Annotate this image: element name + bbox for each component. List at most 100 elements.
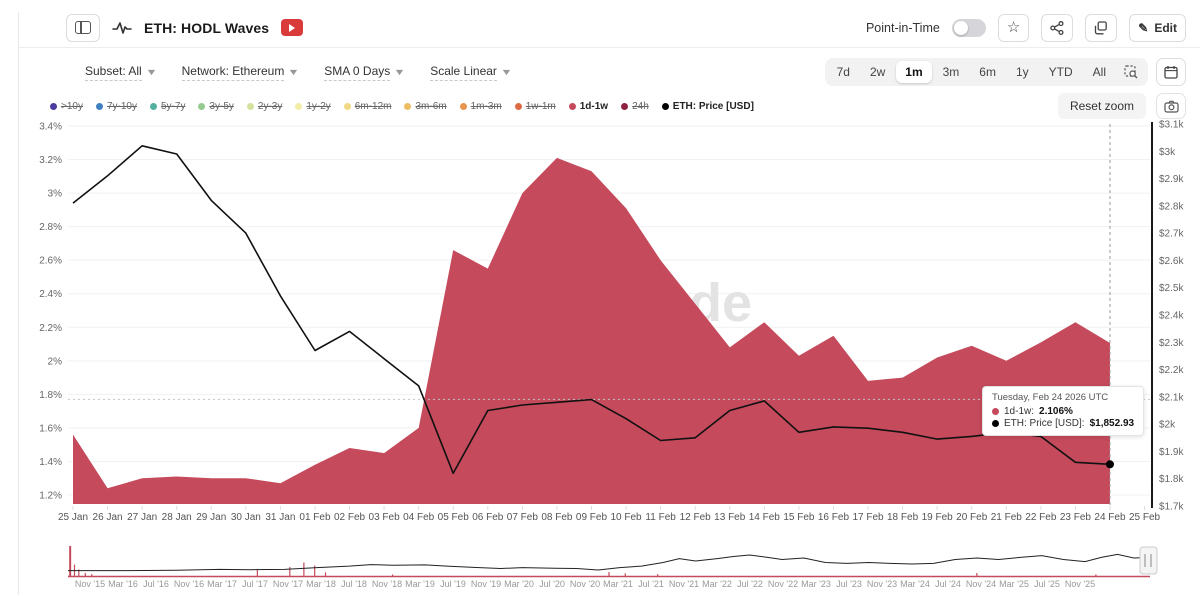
range-button-6m[interactable]: 6m (970, 61, 1005, 83)
x-tick-label: 05 Feb (438, 512, 470, 523)
copy-icon (1094, 21, 1108, 35)
activity-pulse-icon (112, 20, 132, 36)
x-tick-label: 23 Feb (1060, 512, 1092, 523)
legend-label: 1y-2y (306, 101, 330, 112)
legend-item-7y-10y[interactable]: 7y-10y (96, 101, 137, 112)
navigator-tick-label: Jul '16 (143, 579, 169, 589)
chart-canvas[interactable]: 3.4%3.2%3%2.8%2.6%2.4%2.2%2%1.8%1.6%1.4%… (19, 118, 1200, 596)
x-tick-label: 24 Feb (1094, 512, 1126, 523)
tooltip-series2-dot (992, 420, 999, 427)
zoom-area-icon (1124, 65, 1138, 79)
favorite-button[interactable]: ☆ (998, 14, 1029, 42)
legend-item--10y[interactable]: >10y (50, 101, 83, 112)
legend-item-1d-1w[interactable]: 1d-1w (569, 101, 608, 112)
y-left-tick: 1.6% (39, 423, 62, 434)
legend-item-2y-3y[interactable]: 2y-3y (247, 101, 282, 112)
y-right-tick: $2.4k (1159, 311, 1184, 322)
y-right-tick: $2.3k (1159, 338, 1184, 349)
navigator-tick-label: Nov '25 (1065, 579, 1095, 589)
legend-dot (569, 103, 576, 110)
filter-dropdown-2[interactable]: SMA 0 Days▼ (324, 64, 404, 81)
navigator-tick-label: Jul '21 (638, 579, 664, 589)
navigator-tick-label: Mar '22 (702, 579, 732, 589)
range-button-1m[interactable]: 1m (896, 61, 931, 83)
calendar-button[interactable] (1156, 58, 1186, 86)
x-tick-label: 15 Feb (783, 512, 815, 523)
y-right-axis: $3.1k$3k$2.9k$2.8k$2.7k$2.6k$2.5k$2.4k$2… (1152, 120, 1184, 513)
y-left-tick: 1.4% (39, 457, 62, 468)
tooltip-series2-label: ETH: Price [USD]: (1004, 418, 1085, 429)
pencil-icon: ✎ (1138, 21, 1148, 35)
x-tick-label: 28 Jan (162, 512, 192, 523)
x-tick-label: 25 Jan (58, 512, 88, 523)
range-button-3m[interactable]: 3m (934, 61, 969, 83)
camera-icon (1164, 100, 1179, 113)
navigator-tick-label: Nov '24 (966, 579, 996, 589)
reset-zoom-button[interactable]: Reset zoom (1058, 93, 1146, 119)
y-right-tick: $2.6k (1159, 256, 1184, 267)
navigator-tick-label: Jul '22 (737, 579, 763, 589)
filter-dropdown-0[interactable]: Subset: All▼ (85, 64, 156, 81)
y-right-tick: $2.5k (1159, 283, 1184, 294)
x-tick-label: 02 Feb (334, 512, 366, 523)
legend-item-3y-5y[interactable]: 3y-5y (198, 101, 233, 112)
navigator-tick-label: Mar '18 (306, 579, 336, 589)
range-button-All[interactable]: All (1084, 61, 1115, 83)
range-button-YTD[interactable]: YTD (1040, 61, 1082, 83)
sidebar-toggle-button[interactable] (66, 14, 100, 42)
x-tick-label: 30 Jan (231, 512, 261, 523)
navigator-price-wave (68, 554, 1150, 570)
edit-button-label: Edit (1154, 21, 1177, 35)
legend-item-1m-3m[interactable]: 1m-3m (460, 101, 502, 112)
range-button-2w[interactable]: 2w (861, 61, 894, 83)
range-button-1y[interactable]: 1y (1007, 61, 1038, 83)
legend-label: 3y-5y (209, 101, 233, 112)
y-right-tick: $2.2k (1159, 365, 1184, 376)
navigator-tick-label: Mar '17 (207, 579, 237, 589)
screenshot-button[interactable] (1156, 93, 1186, 119)
tooltip-series2-value: $1,852.93 (1090, 418, 1135, 429)
x-tick-label: 01 Feb (299, 512, 331, 523)
legend-dot (515, 103, 522, 110)
edit-button[interactable]: ✎ Edit (1129, 14, 1186, 42)
legend-item-1w-1m[interactable]: 1w-1m (515, 101, 556, 112)
navigator-tick-label: Nov '17 (273, 579, 303, 589)
y-right-tick: $1.7k (1159, 502, 1184, 513)
legend-dot (50, 103, 57, 110)
legend-dot (404, 103, 411, 110)
legend-item-1y-2y[interactable]: 1y-2y (295, 101, 330, 112)
x-tick-label: 25 Feb (1129, 512, 1161, 523)
x-tick-label: 04 Feb (403, 512, 435, 523)
sidebar-panel-icon (75, 21, 91, 34)
navigator-handle[interactable] (1140, 547, 1157, 574)
tooltip-date: Tuesday, Feb 24 2026 UTC (992, 392, 1134, 403)
navigator-tick-label: Mar '20 (504, 579, 534, 589)
range-button-7d[interactable]: 7d (828, 61, 859, 83)
filter-dropdown-3[interactable]: Scale Linear▼ (430, 64, 511, 81)
legend-item-eth-price-usd-[interactable]: ETH: Price [USD] (662, 101, 754, 112)
zoom-area-button[interactable] (1117, 63, 1145, 81)
legend-item-6m-12m[interactable]: 6m-12m (344, 101, 392, 112)
tooltip-series1-label: 1d-1w: (1004, 406, 1034, 417)
x-tick-label: 03 Feb (369, 512, 401, 523)
share-icon (1050, 21, 1064, 35)
duplicate-button[interactable] (1085, 14, 1117, 42)
point-in-time-label: Point-in-Time (866, 21, 940, 35)
y-right-tick: $1.8k (1159, 474, 1184, 485)
filter-dropdown-1[interactable]: Network: Ethereum▼ (182, 64, 299, 81)
share-button[interactable] (1041, 14, 1073, 42)
legend-item-3m-6m[interactable]: 3m-6m (404, 101, 446, 112)
legend-item-24h[interactable]: 24h (621, 101, 649, 112)
youtube-badge-icon[interactable] (281, 19, 303, 36)
y-right-tick: $2.1k (1159, 392, 1184, 403)
legend-dot (96, 103, 103, 110)
navigator-tick-label: Nov '20 (570, 579, 600, 589)
chevron-down-icon: ▼ (500, 67, 512, 77)
legend-row: >10y 7y-10y 5y-7y 3y-5y 2y-3y 1y-2y 6m-12m 3m-6… (19, 92, 1200, 118)
point-in-time-toggle[interactable] (952, 19, 986, 37)
legend-label: 1d-1w (580, 101, 608, 112)
legend-item-5y-7y[interactable]: 5y-7y (150, 101, 185, 112)
navigator-tick-label: Mar '21 (603, 579, 633, 589)
